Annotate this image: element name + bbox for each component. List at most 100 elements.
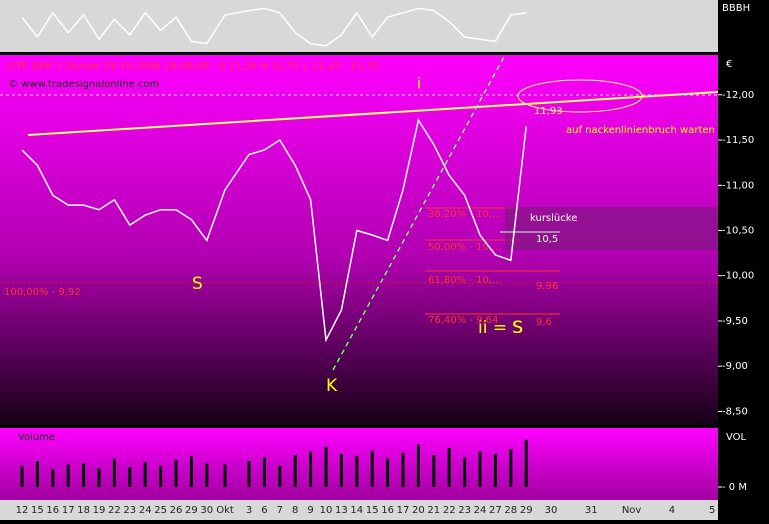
volume-bar xyxy=(247,461,251,488)
annotation: 76,40% - 9,64 xyxy=(428,315,498,326)
volume-bar xyxy=(51,469,55,488)
volume-bar xyxy=(66,464,70,488)
y-tick-label: -10,00 xyxy=(722,271,754,282)
x-tick-label: 16 xyxy=(381,505,394,516)
annotation: S xyxy=(512,318,523,338)
annotation: 61,80% - 10,... xyxy=(428,275,502,286)
x-tick-label: 24 xyxy=(139,505,152,516)
trend-line xyxy=(332,54,506,371)
y-tick-label: - 0 M xyxy=(722,482,747,493)
volume-bar xyxy=(223,464,227,488)
x-tick-label: 25 xyxy=(154,505,167,516)
x-tick-label: Nov xyxy=(622,505,642,516)
gap-box xyxy=(505,207,718,250)
x-tick-label: 18 xyxy=(77,505,90,516)
volume-bar xyxy=(478,451,482,488)
volume-bar xyxy=(355,456,359,488)
volume-bar xyxy=(97,468,101,488)
volume-bar xyxy=(159,465,163,488)
unit: € xyxy=(726,59,732,70)
volume-bar xyxy=(386,458,390,488)
x-tick-label: 28 xyxy=(504,505,517,516)
annotation: 38,20% - 10,... xyxy=(428,209,502,220)
x-tick-label: 7 xyxy=(277,505,283,516)
chart-title: DTE GER 1 Stunde 29.10.2008 18:00:00 - 0… xyxy=(8,61,379,72)
x-tick-label: 22 xyxy=(443,505,456,516)
volume-bar xyxy=(143,462,147,488)
volume-bar xyxy=(82,463,86,488)
y-tick-label: -11,50 xyxy=(722,135,754,146)
volume-bar xyxy=(309,451,313,488)
x-tick-label: 26 xyxy=(170,505,183,516)
volume-bar xyxy=(324,446,328,488)
x-tick-label: 22 xyxy=(108,505,121,516)
volume-bar xyxy=(401,452,405,488)
annotation: 9,6 xyxy=(536,317,552,328)
volume-axis-label: VOL xyxy=(726,432,747,443)
neckline xyxy=(27,91,719,136)
x-tick-label: 3 xyxy=(246,505,252,516)
x-tick-label: 10 xyxy=(320,505,333,516)
volume-bar xyxy=(509,449,513,488)
annotations: S S i K ii = S auf nackenlinienbruch war… xyxy=(4,75,715,397)
y-tick-label: -9,50 xyxy=(722,316,748,327)
x-tick-label: 4 xyxy=(669,505,675,516)
annotation: 50,00% - 10,... xyxy=(428,242,502,253)
volume-bar xyxy=(174,459,178,488)
annotation: 100,00% - 9,92 xyxy=(4,287,81,298)
x-tick-label: 12 xyxy=(16,505,29,516)
volume-panel xyxy=(0,428,718,500)
annotation: 11,93 xyxy=(534,106,563,117)
x-tick-label: 27 xyxy=(489,505,502,516)
volume-bar xyxy=(20,465,24,488)
x-tick-label: 29 xyxy=(185,505,198,516)
y-tick-label: -9,00 xyxy=(722,361,748,372)
x-tick-label: 17 xyxy=(62,505,75,516)
x-tick-label: 15 xyxy=(31,505,44,516)
volume-bar xyxy=(524,439,528,488)
x-tick-label: 24 xyxy=(474,505,487,516)
annotation: i xyxy=(417,75,421,93)
volume-bar xyxy=(339,453,343,488)
x-tick-label: 30 xyxy=(545,505,558,516)
volume-bar xyxy=(205,463,209,488)
y-tick-label: -12,00 xyxy=(722,90,754,101)
x-tick-label: 29 xyxy=(520,505,533,516)
y-tick-label: -11,00 xyxy=(722,180,754,191)
x-tick-label: 21 xyxy=(427,505,440,516)
x-tick-label: 8 xyxy=(292,505,298,516)
x-axis-panel xyxy=(0,500,718,520)
x-tick-label: 15 xyxy=(366,505,379,516)
x-tick-label: Okt xyxy=(216,505,234,516)
oscillator-panel xyxy=(0,0,718,52)
x-tick-label: 6 xyxy=(261,505,267,516)
annotation: 10,5 xyxy=(536,234,558,245)
annotation: K xyxy=(326,376,338,396)
volume-bar xyxy=(189,456,193,488)
volume-bar xyxy=(35,461,39,488)
annotation: ii = S xyxy=(478,318,523,338)
oscillator-line xyxy=(21,7,527,47)
x-tick-label: 23 xyxy=(123,505,136,516)
volume-bar xyxy=(293,455,297,488)
volume-bar xyxy=(112,458,116,488)
x-tick-label: 17 xyxy=(397,505,410,516)
volume-bar xyxy=(278,465,282,488)
volume-bar xyxy=(463,457,467,488)
y-tick-label: -10,50 xyxy=(722,226,754,237)
x-tick-label: 31 xyxy=(585,505,598,516)
x-tick-label: 9 xyxy=(307,505,313,516)
volume-bar xyxy=(447,448,451,488)
x-tick-label: 30 xyxy=(200,505,213,516)
source: © www.tradesignalonline.com xyxy=(8,79,159,90)
x-tick-label: 14 xyxy=(350,505,363,516)
volume-bar xyxy=(370,450,374,488)
x-tick-label: 19 xyxy=(93,505,106,516)
annotation: 9,96 xyxy=(536,281,558,292)
annotation: auf nackenlinienbruch warten xyxy=(566,125,715,136)
volume-bar xyxy=(128,466,132,488)
x-tick-label: 20 xyxy=(412,505,425,516)
price-line xyxy=(21,118,527,343)
volume-bar xyxy=(262,457,266,488)
x-tick-label: 5 xyxy=(709,505,715,516)
